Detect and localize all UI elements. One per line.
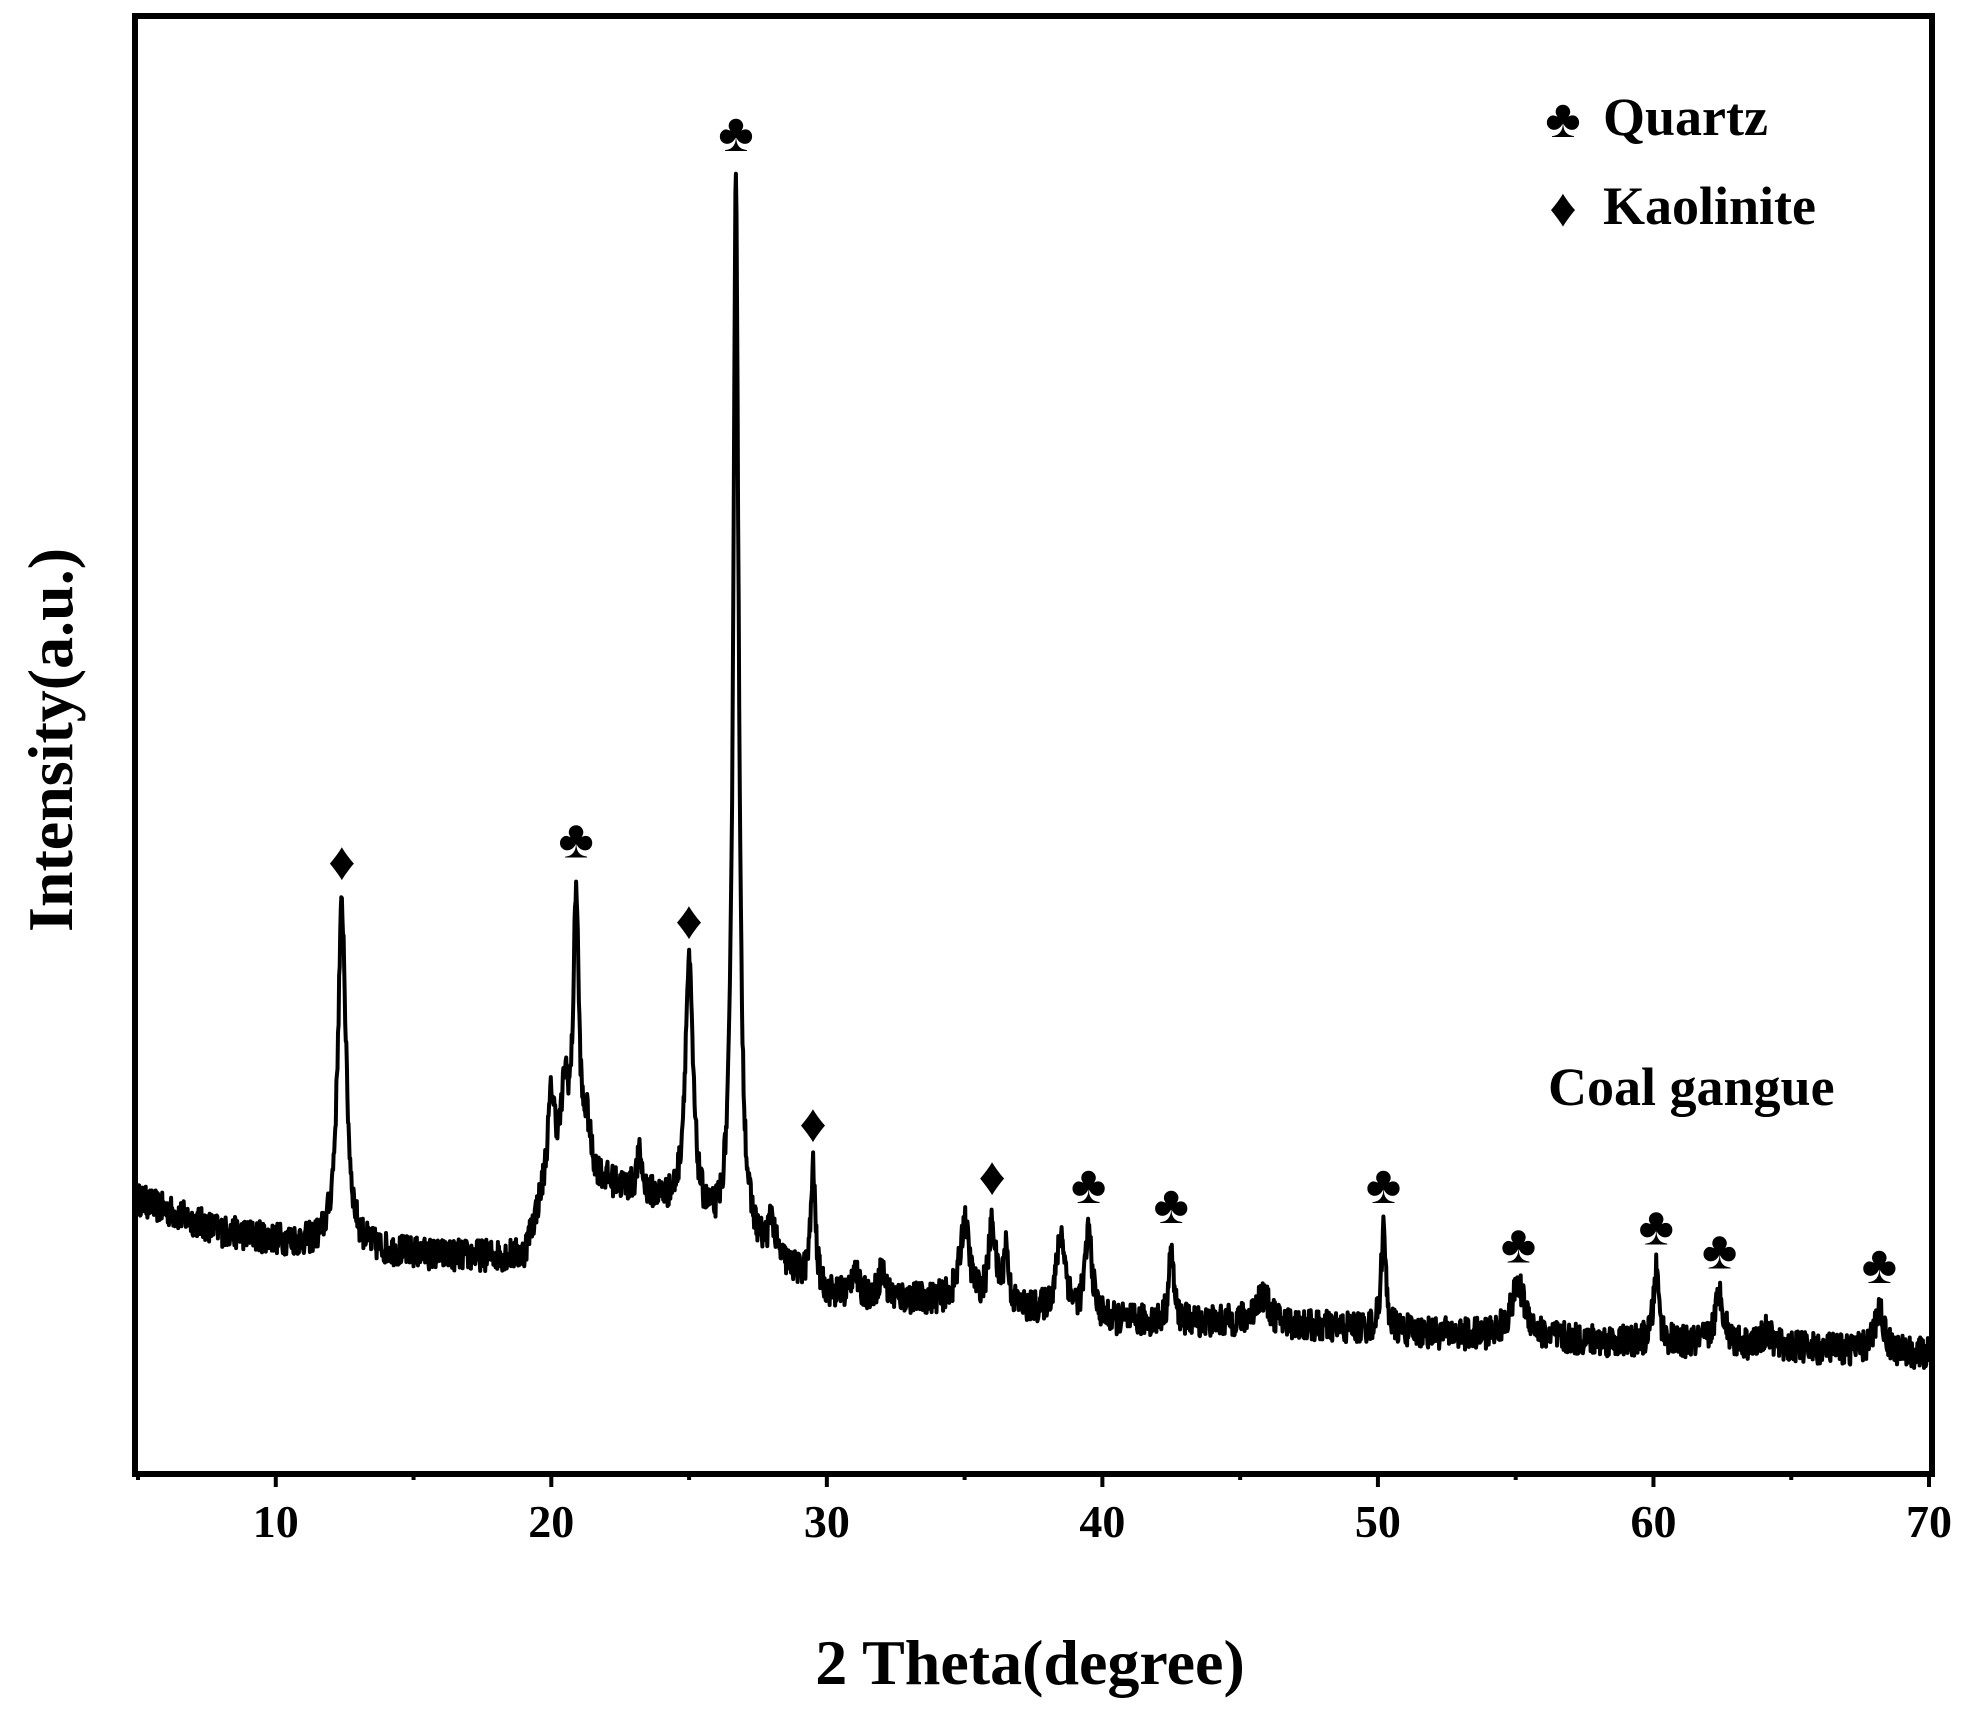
- x-tick-label: 60: [1630, 1496, 1676, 1547]
- legend-symbol-kaolinite: ♦: [1549, 178, 1577, 238]
- peak-marker-quartz: ♣: [1366, 1155, 1401, 1215]
- legend-label-kaolinite: Kaolinite: [1603, 176, 1816, 236]
- peak-markers: ♦ ♣ ♦ ♣ ♦ ♦ ♣ ♣ ♣ ♣ ♣ ♣ ♣: [328, 103, 1897, 1295]
- peak-marker-quartz: ♣: [718, 103, 753, 163]
- y-axis-title: Intensity(a.u.): [15, 548, 86, 932]
- peak-marker-quartz: ♣: [1154, 1175, 1189, 1235]
- peak-marker-kaolinite: ♦: [799, 1093, 827, 1153]
- legend: ♣ Quartz ♦ Kaolinite: [1545, 87, 1816, 238]
- plot-frame: [132, 13, 1935, 1477]
- peak-marker-kaolinite: ♦: [978, 1147, 1006, 1207]
- x-axis-ticks: [136, 1471, 1931, 1487]
- series-annotation: Coal gangue: [1548, 1057, 1835, 1117]
- peak-marker-quartz: ♣: [558, 809, 593, 869]
- legend-label-quartz: Quartz: [1603, 87, 1768, 147]
- peak-marker-kaolinite: ♦: [328, 832, 356, 892]
- peak-marker-quartz: ♣: [1501, 1214, 1536, 1274]
- x-tick-label: 20: [528, 1496, 574, 1547]
- peak-marker-kaolinite: ♦: [675, 890, 703, 950]
- legend-symbol-quartz: ♣: [1545, 89, 1580, 149]
- x-tick-label: 70: [1906, 1496, 1952, 1547]
- x-axis-tick-labels: 10 20 30 40 50 60 70: [253, 1496, 1952, 1547]
- x-tick-label: 40: [1079, 1496, 1125, 1547]
- x-tick-label: 10: [253, 1496, 299, 1547]
- x-axis-title: 2 Theta(degree): [815, 1627, 1245, 1698]
- peak-marker-quartz: ♣: [1702, 1220, 1737, 1280]
- x-tick-label: 50: [1355, 1496, 1401, 1547]
- peak-marker-quartz: ♣: [1071, 1155, 1106, 1215]
- series-line-coal-gangue: [136, 171, 1931, 1370]
- peak-marker-quartz: ♣: [1862, 1235, 1897, 1295]
- peak-marker-quartz: ♣: [1638, 1197, 1673, 1257]
- x-tick-label: 30: [804, 1496, 850, 1547]
